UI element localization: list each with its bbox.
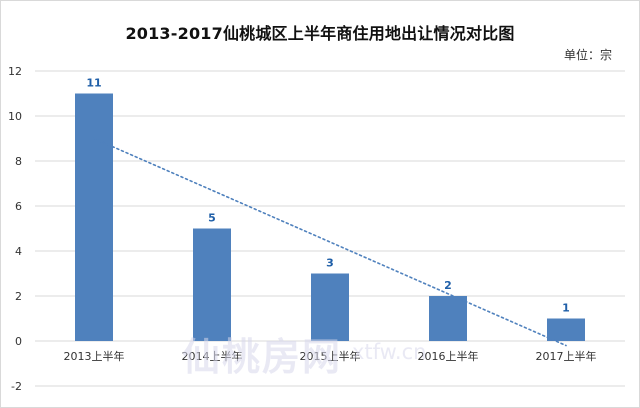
unit-label: 单位：宗 bbox=[563, 48, 612, 62]
x-tick-label: 2014上半年 bbox=[182, 349, 243, 363]
y-tick-label: 10 bbox=[8, 110, 22, 123]
y-tick-label: 6 bbox=[15, 200, 22, 213]
bar bbox=[75, 93, 113, 341]
x-tick-label: 2015上半年 bbox=[300, 349, 361, 363]
bar bbox=[547, 318, 585, 341]
bar bbox=[429, 296, 467, 341]
y-tick-label: 8 bbox=[15, 155, 22, 168]
y-tick-label: -2 bbox=[11, 380, 22, 393]
watermark-text: 仙桃房网 bbox=[182, 335, 343, 379]
trend-line bbox=[93, 137, 567, 347]
x-tick-label: 2017上半年 bbox=[536, 349, 597, 363]
chart-title: 2013-2017仙桃城区上半年商住用地出让情况对比图 bbox=[125, 24, 515, 43]
data-label: 3 bbox=[326, 257, 334, 270]
x-tick-label: 2016上半年 bbox=[418, 349, 479, 363]
data-label: 1 bbox=[562, 302, 570, 315]
y-tick-label: 2 bbox=[15, 290, 22, 303]
y-tick-label: 12 bbox=[8, 65, 22, 78]
data-label: 11 bbox=[86, 77, 101, 90]
watermark-domain: xtfw.cn bbox=[352, 340, 427, 364]
bar bbox=[193, 228, 231, 341]
data-label: 5 bbox=[208, 212, 216, 225]
y-tick-label: 0 bbox=[15, 335, 22, 348]
bar bbox=[311, 273, 349, 341]
y-tick-label: 4 bbox=[15, 245, 22, 258]
data-label: 2 bbox=[444, 279, 452, 292]
x-tick-label: 2013上半年 bbox=[64, 349, 125, 363]
